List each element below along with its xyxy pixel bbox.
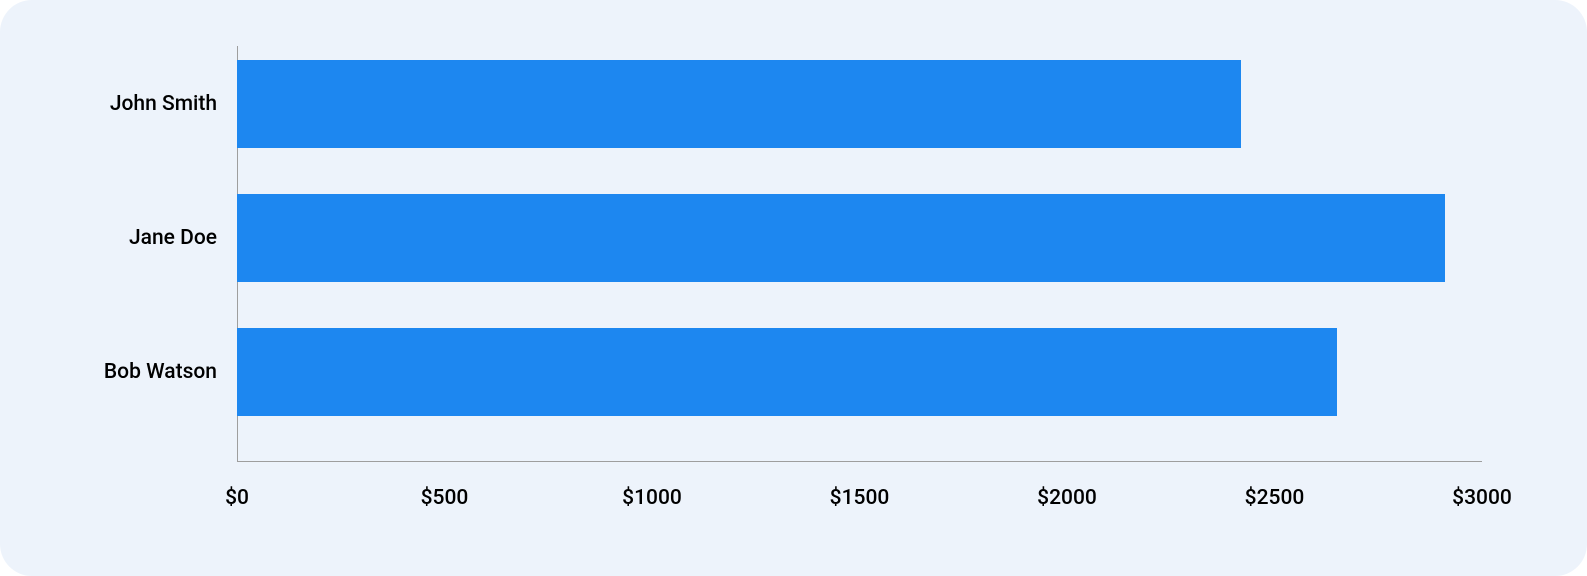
x-axis-tick: $500: [421, 486, 469, 510]
x-axis-tick: $2500: [1245, 486, 1305, 510]
y-axis-label: Jane Doe: [129, 226, 217, 250]
y-axis-label: Bob Watson: [104, 360, 217, 384]
x-axis-tick: $2000: [1037, 486, 1097, 510]
bar-jane-doe: [237, 194, 1445, 282]
chart-card: John Smith Jane Doe Bob Watson $0 $500 $…: [0, 0, 1587, 576]
y-axis-label: John Smith: [110, 92, 217, 116]
x-axis-tick: $0: [225, 486, 249, 510]
x-axis-tick: $1000: [622, 486, 682, 510]
plot-area: [237, 46, 1482, 462]
bar-john-smith: [237, 60, 1241, 148]
x-axis-tick: $1500: [830, 486, 890, 510]
bar-bob-watson: [237, 328, 1337, 416]
x-axis-tick: $3000: [1452, 486, 1512, 510]
